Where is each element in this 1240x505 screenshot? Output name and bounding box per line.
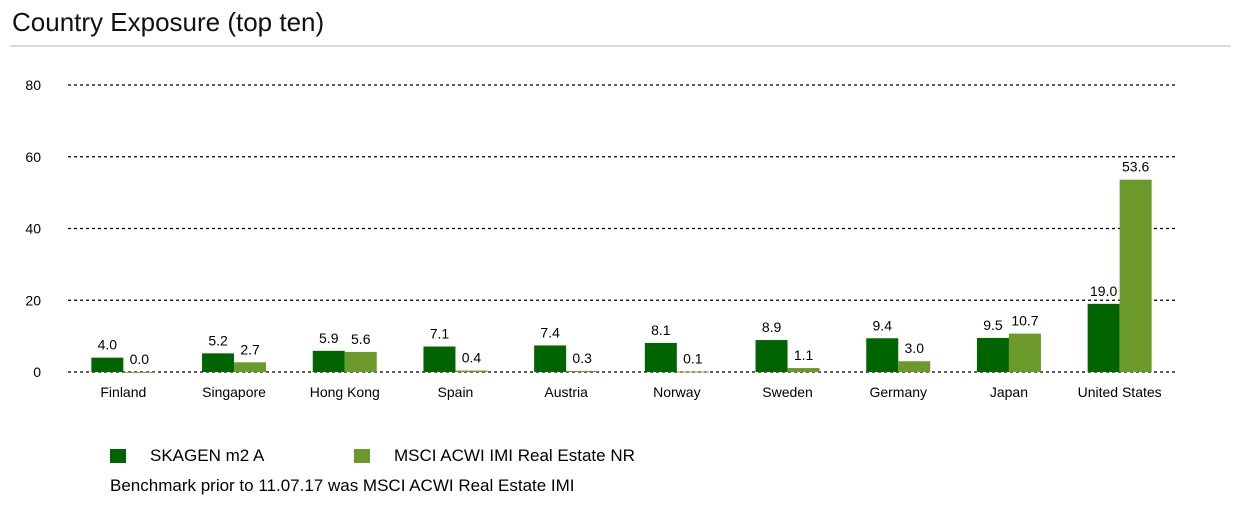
x-category-label: Sweden [762, 384, 813, 400]
x-category-label: United States [1078, 384, 1162, 400]
x-category-label: Norway [653, 384, 700, 400]
bar-benchmark [898, 361, 931, 372]
x-category-label: Japan [990, 384, 1028, 400]
bar-benchmark [123, 372, 156, 373]
bar-skagen [534, 345, 567, 372]
title-divider [10, 45, 1231, 47]
x-category-label: Spain [438, 384, 474, 400]
data-label-benchmark: 3.0 [905, 340, 925, 356]
bar-skagen [866, 338, 899, 372]
data-label-benchmark: 5.6 [351, 331, 371, 347]
y-tick-label: 40 [25, 221, 41, 237]
data-label-skagen: 4.0 [98, 337, 118, 353]
data-label-skagen: 7.1 [430, 326, 450, 342]
data-label-benchmark: 53.6 [1122, 159, 1149, 175]
chart-title: Country Exposure (top ten) [12, 7, 325, 37]
bar-skagen [755, 340, 788, 372]
data-label-benchmark: 0.3 [572, 350, 592, 366]
bar-benchmark [787, 368, 820, 372]
bar-skagen [202, 353, 235, 372]
data-label-benchmark: 0.0 [130, 351, 150, 367]
bar-benchmark [1119, 179, 1152, 372]
legend-swatch-series-2 [354, 449, 370, 463]
benchmark-note: Benchmark prior to 11.07.17 was MSCI ACW… [110, 476, 575, 495]
data-label-skagen: 9.5 [983, 317, 1003, 333]
data-label-benchmark: 1.1 [794, 347, 814, 363]
data-label-skagen: 19.0 [1090, 283, 1117, 299]
data-label-benchmark: 0.4 [462, 350, 482, 366]
bars-layer [91, 179, 1152, 373]
data-label-benchmark: 2.7 [240, 341, 260, 357]
data-label-skagen: 8.1 [651, 322, 671, 338]
data-label-benchmark: 10.7 [1011, 313, 1038, 329]
legend-item-series-1: SKAGEN m2 A [110, 446, 264, 466]
legend-item-series-2: MSCI ACWI IMI Real Estate NR [354, 446, 635, 466]
bar-benchmark [566, 370, 599, 372]
bar-skagen [1087, 303, 1120, 372]
data-label-skagen: 5.2 [208, 332, 228, 348]
bar-benchmark [234, 362, 267, 372]
bar-skagen [312, 350, 345, 372]
data-label-benchmark: 0.1 [683, 351, 703, 367]
data-label-skagen: 9.4 [873, 317, 893, 333]
x-category-label: Finland [100, 384, 146, 400]
bar-benchmark [455, 370, 488, 372]
x-category-label: Germany [869, 384, 927, 400]
grid-layer [68, 84, 1175, 373]
data-label-skagen: 5.9 [319, 330, 339, 346]
y-tick-label: 80 [25, 77, 41, 93]
y-tick-label: 60 [25, 149, 41, 165]
y-tick-label: 20 [25, 292, 41, 308]
labels-layer: 0 20 40 60 80 4.0 0.0 Finland 5.2 2.7 Singapore 5.9… [25, 77, 1161, 400]
data-label-skagen: 8.9 [762, 319, 782, 335]
legend-label-series-1: SKAGEN m2 A [150, 446, 265, 465]
x-category-label: Austria [544, 384, 588, 400]
data-label-skagen: 7.4 [540, 324, 560, 340]
bar-skagen [976, 337, 1009, 372]
bar-skagen [423, 346, 456, 372]
bar-benchmark [1008, 333, 1041, 372]
x-category-label: Singapore [202, 384, 266, 400]
x-category-label: Hong Kong [310, 384, 380, 400]
bar-chart: 0 20 40 60 80 4.0 0.0 Finland 5.2 2.7 Singapore 5.9… [25, 77, 1175, 400]
bar-benchmark [344, 351, 377, 372]
legend-swatch-series-1 [110, 449, 126, 463]
legend-label-series-2: MSCI ACWI IMI Real Estate NR [394, 446, 635, 465]
bar-benchmark [676, 371, 709, 373]
bar-skagen [91, 357, 124, 372]
bar-skagen [644, 342, 677, 372]
y-tick-label: 0 [33, 364, 41, 380]
